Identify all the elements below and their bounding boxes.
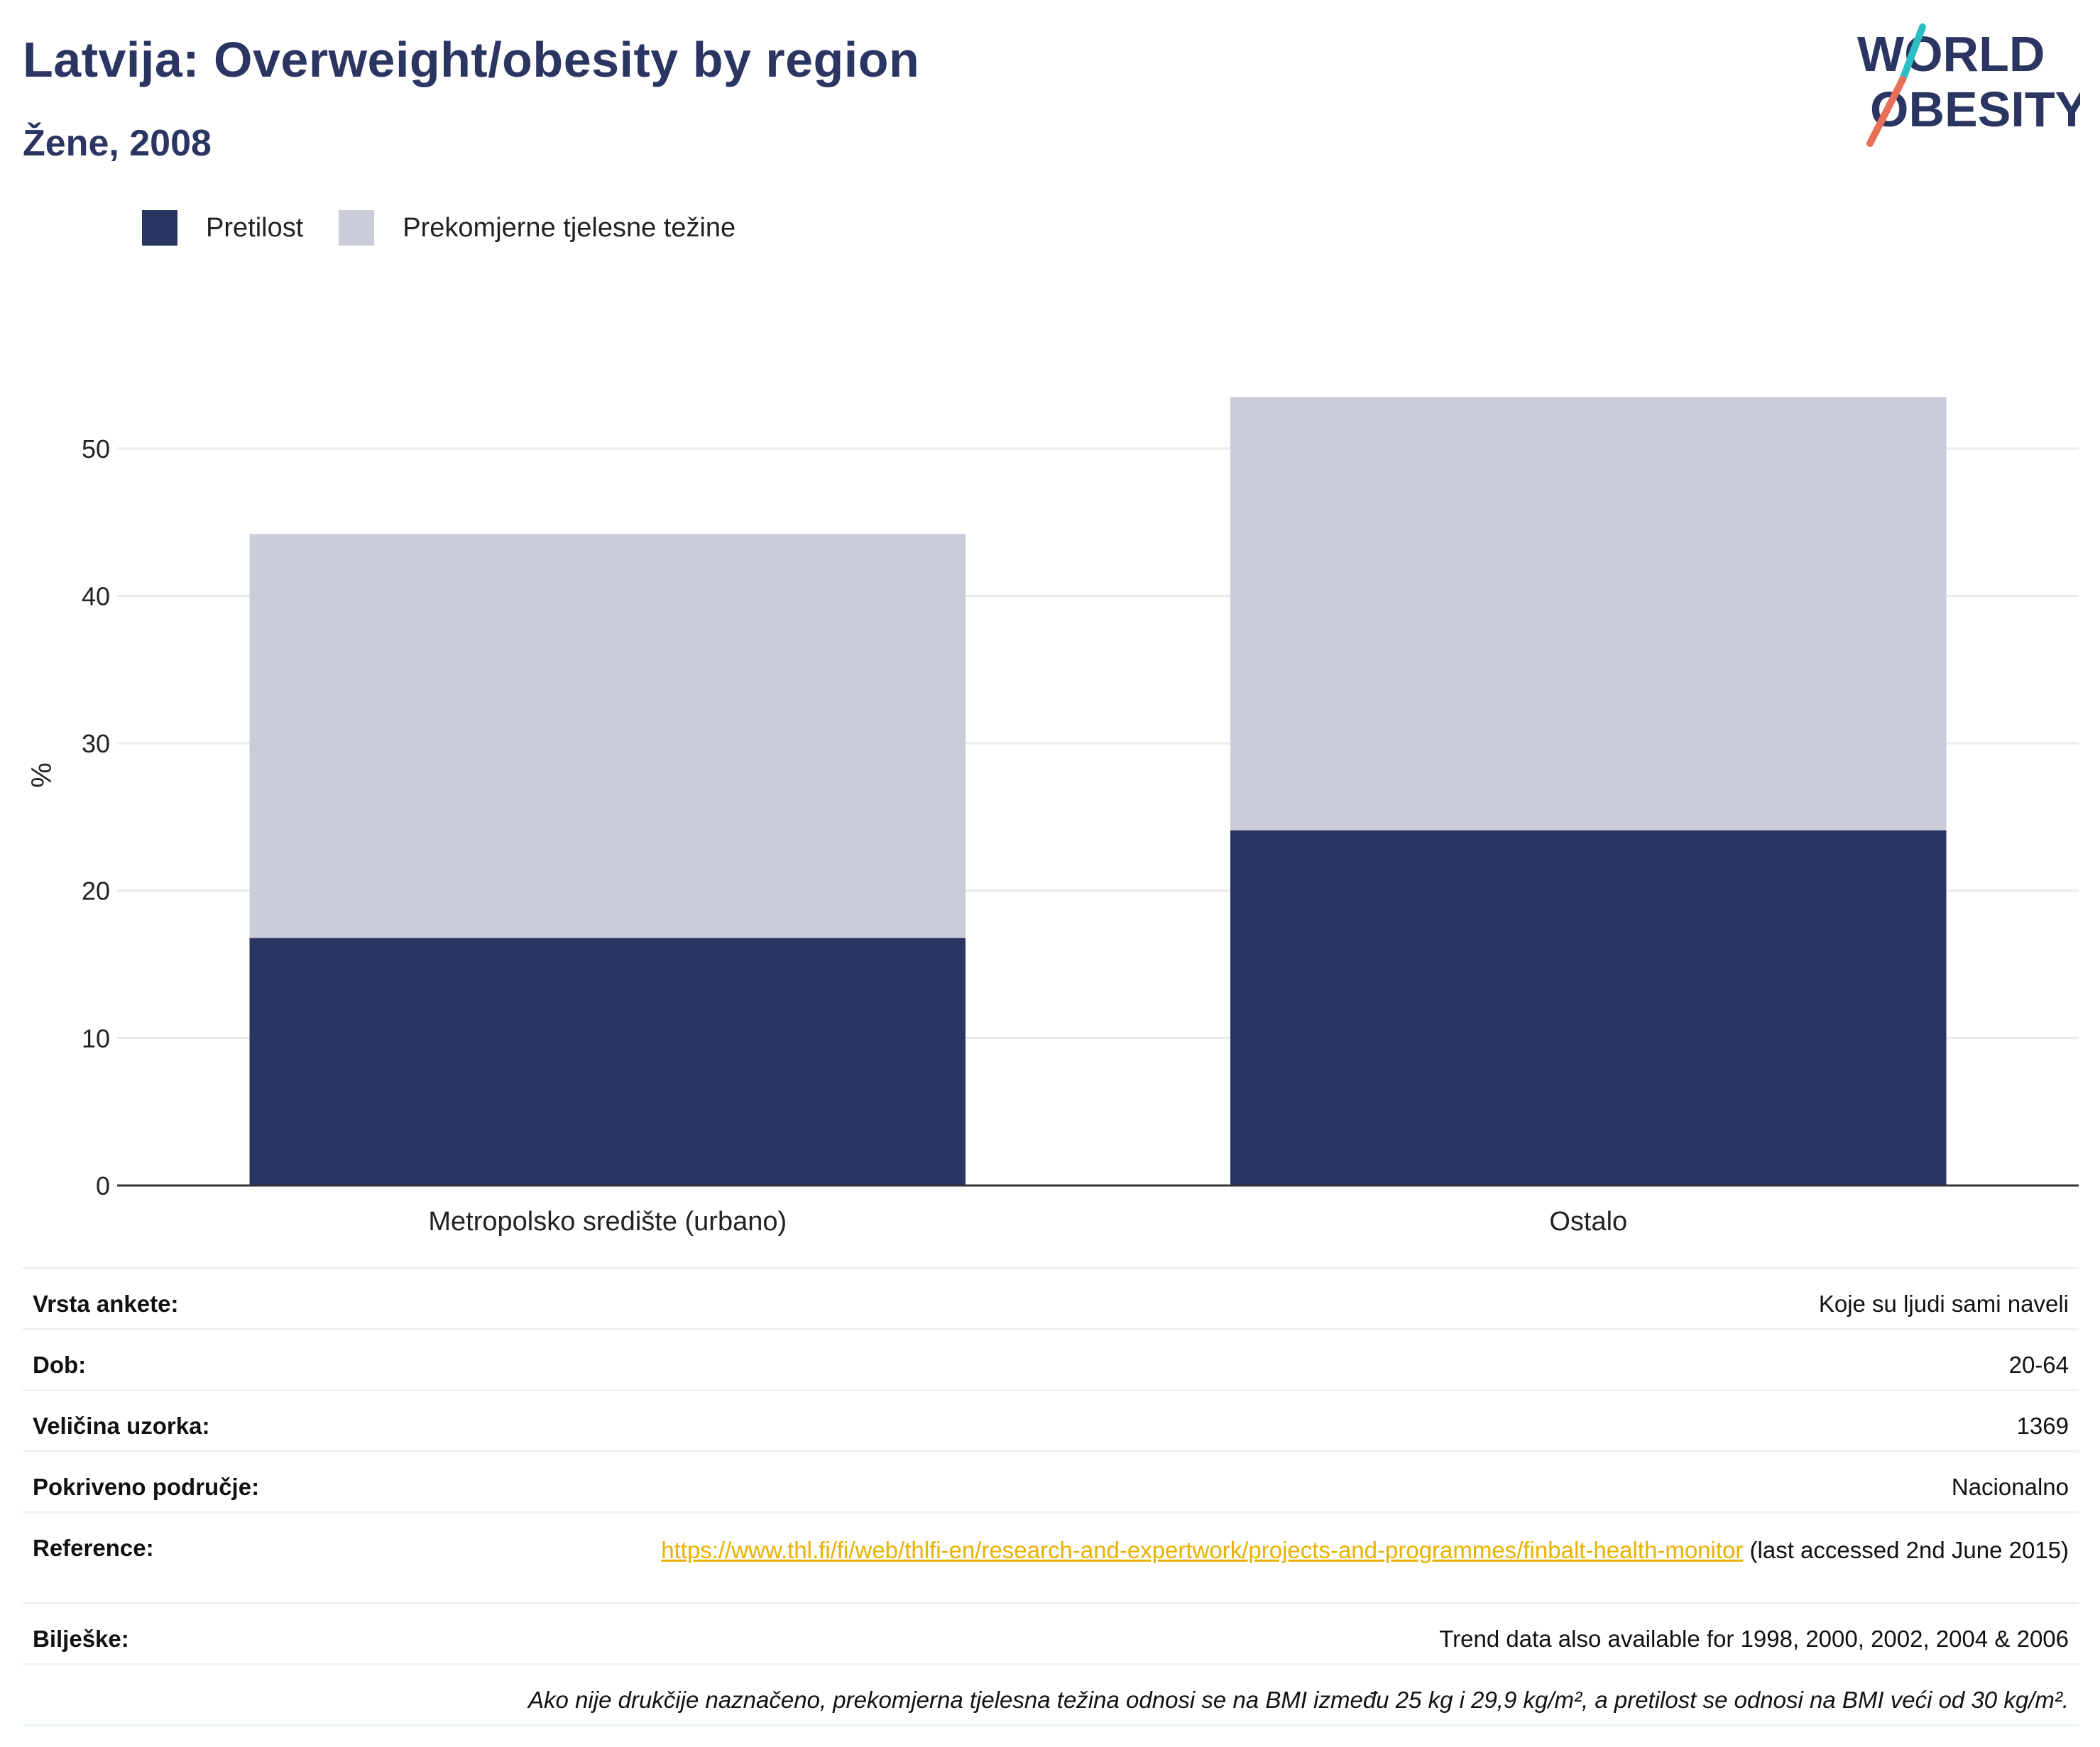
chart-subtitle: Žene, 2008 (23, 123, 212, 164)
logo-line1: WORLD (1857, 26, 2045, 82)
y-axis-label: % (26, 762, 58, 788)
bar-obesity (249, 938, 966, 1185)
meta-row-reference: Reference: https://www.thl.fi/fi/web/thl… (23, 1511, 2079, 1602)
y-tick-label: 20 (82, 877, 110, 906)
meta-value: Nacionalno (1951, 1474, 2069, 1500)
bar-obesity (1230, 830, 1947, 1185)
meta-row-survey-type: Vrsta ankete: Koje su ljudi sami naveli (23, 1267, 2079, 1328)
meta-row-age: Dob: 20-64 (23, 1328, 2079, 1389)
meta-value: 20-64 (2008, 1352, 2069, 1378)
meta-row-notes: Bilješke: Trend data also available for … (23, 1602, 2079, 1663)
meta-row-coverage: Pokriveno područje: Nacionalno (23, 1450, 2079, 1511)
logo-line2: OBESITY (1870, 82, 2080, 137)
chart-title: Latvija: Overweight/obesity by region (23, 32, 920, 87)
legend-swatch-overweight (339, 210, 375, 246)
x-tick-label: Ostalo (1549, 1207, 1627, 1237)
meta-value: Koje su ljudi sami naveli (1818, 1291, 2069, 1317)
chart-legend: Pretilost Prekomjerne tjelesne težine (142, 210, 771, 246)
meta-label: Dob: (33, 1352, 87, 1378)
legend-label-overweight: Prekomjerne tjelesne težine (403, 212, 736, 243)
meta-value: 1369 (2016, 1413, 2069, 1439)
legend-item-obesity: Pretilost (142, 210, 303, 246)
metadata-table: Vrsta ankete: Koje su ljudi sami naveli … (23, 1267, 2079, 1726)
footnote-text: Ako nije drukčije naznačeno, prekomjerna… (528, 1687, 2069, 1713)
meta-label: Reference: (33, 1535, 154, 1561)
meta-label: Bilješke: (33, 1626, 129, 1652)
bar-overweight (249, 534, 966, 938)
y-tick-label: 0 (96, 1171, 110, 1200)
legend-label-obesity: Pretilost (206, 212, 304, 243)
meta-row-footnote: Ako nije drukčije naznačeno, prekomjerna… (23, 1663, 2079, 1726)
y-tick-label: 30 (82, 729, 110, 758)
x-tick-label: Metropolsko središte (urbano) (428, 1207, 787, 1237)
legend-item-overweight: Prekomjerne tjelesne težine (339, 210, 735, 246)
meta-value: Trend data also available for 1998, 2000… (1439, 1626, 2069, 1652)
reference-suffix: (last accessed 2nd June 2015) (1743, 1537, 2069, 1563)
y-tick-label: 40 (82, 581, 110, 610)
meta-label: Vrsta ankete: (33, 1291, 179, 1317)
y-tick-label: 10 (82, 1024, 110, 1053)
meta-label: Pokriveno područje: (33, 1474, 260, 1500)
meta-value: https://www.thl.fi/fi/web/thlfi-en/resea… (578, 1535, 2069, 1602)
meta-label: Veličina uzorka: (33, 1413, 210, 1439)
stacked-bar-chart: 0 10 20 30 40 50 Metropolsko središte (urbano)… (26, 397, 2079, 1237)
y-tick-label: 50 (82, 434, 110, 464)
meta-row-sample-size: Veličina uzorka: 1369 (23, 1389, 2079, 1450)
bar-overweight (1230, 397, 1947, 831)
legend-swatch-obesity (142, 210, 177, 246)
world-obesity-logo: WORLD OBESITY (1857, 23, 2080, 147)
reference-link[interactable]: https://www.thl.fi/fi/web/thlfi-en/resea… (661, 1537, 1744, 1563)
